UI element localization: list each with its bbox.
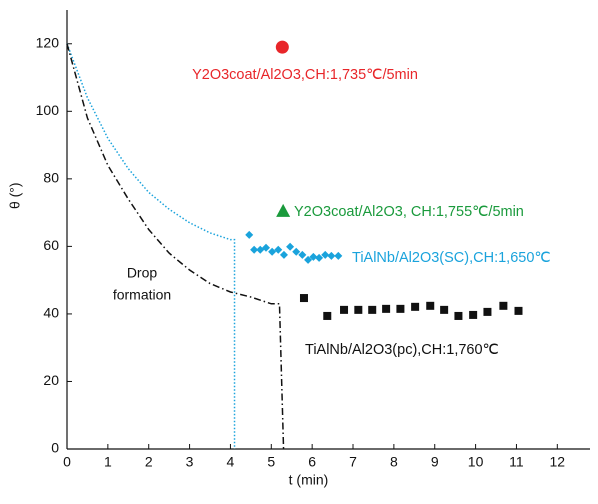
- y-tick-label: 20: [43, 372, 59, 388]
- point: [334, 251, 343, 260]
- point: [304, 255, 313, 264]
- x-tick-label: 7: [349, 454, 357, 470]
- point: [368, 305, 377, 314]
- series-label: Y2O3coat/Al2O3, CH:1,755℃/5min: [294, 204, 524, 220]
- point: [279, 250, 288, 259]
- point: [396, 304, 405, 313]
- curve: [66, 43, 236, 449]
- x-tick-label: 10: [468, 454, 484, 470]
- x-tick-label: 12: [550, 454, 566, 470]
- point: [245, 230, 254, 239]
- x-tick-label: 2: [145, 454, 153, 470]
- point: [340, 305, 349, 314]
- y-tick-label: 40: [43, 305, 59, 321]
- series-label: Y2O3coat/Al2O3,CH:1,735℃/5min: [192, 67, 418, 83]
- point: [276, 203, 291, 217]
- point: [299, 294, 308, 303]
- point: [286, 242, 295, 251]
- curve: [66, 43, 285, 450]
- y-tick-label: 60: [43, 237, 59, 253]
- point: [514, 306, 523, 315]
- x-tick-label: 1: [104, 454, 112, 470]
- point: [268, 247, 277, 256]
- point: [298, 250, 307, 259]
- x-tick-label: 6: [308, 454, 316, 470]
- point: [499, 301, 508, 310]
- point: [469, 310, 478, 319]
- x-tick-label: 4: [227, 454, 235, 470]
- x-tick-label: 11: [509, 454, 524, 470]
- x-tick-label: 9: [431, 454, 439, 470]
- annotation: formation: [113, 287, 171, 303]
- y-tick-label: 100: [36, 102, 60, 118]
- y-tick-label: 0: [51, 440, 59, 456]
- point: [440, 305, 449, 314]
- x-tick-label: 0: [63, 454, 71, 470]
- point: [292, 247, 301, 256]
- x-tick-label: 5: [267, 454, 275, 470]
- point: [354, 305, 363, 314]
- series-label: TiAlNb/Al2O3(SC),CH:1,650℃: [352, 250, 551, 266]
- point: [321, 250, 330, 259]
- x-tick-label: 8: [390, 454, 398, 470]
- x-axis-label: t (min): [289, 472, 329, 488]
- series-label: TiAlNb/Al2O3(pc),CH:1,760℃: [305, 342, 499, 358]
- point: [250, 245, 259, 254]
- point: [426, 301, 435, 310]
- point: [411, 302, 420, 311]
- y-tick-label: 120: [36, 34, 60, 50]
- point: [382, 304, 391, 313]
- point: [483, 307, 492, 316]
- point: [454, 311, 463, 320]
- point: [323, 311, 332, 320]
- point: [315, 253, 324, 262]
- point: [275, 40, 289, 54]
- annotation: Drop: [127, 265, 158, 281]
- point: [327, 251, 336, 260]
- point: [274, 245, 283, 254]
- point: [261, 243, 270, 252]
- x-tick-label: 3: [186, 454, 194, 470]
- y-axis-label: θ (°): [7, 182, 23, 209]
- y-tick-label: 80: [43, 170, 59, 186]
- point: [309, 252, 318, 261]
